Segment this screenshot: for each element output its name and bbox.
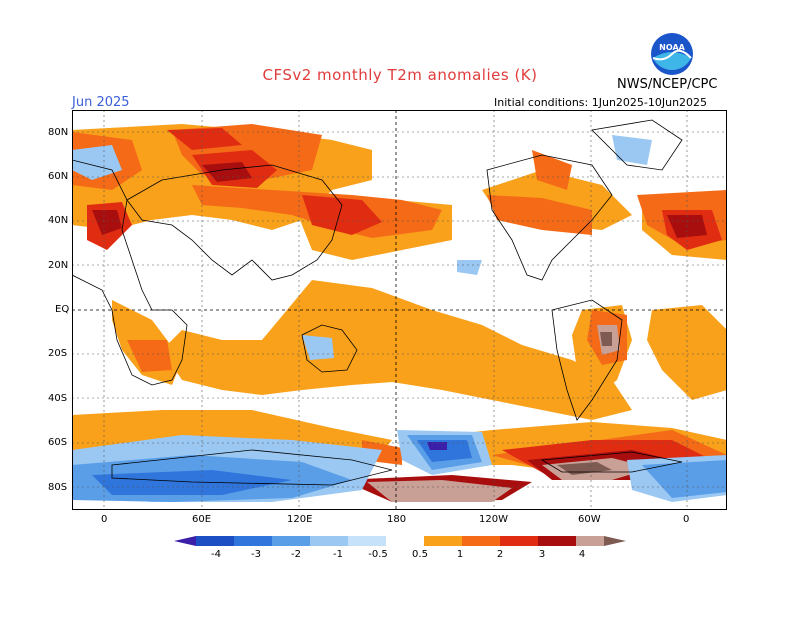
lat-label: 60N (48, 171, 69, 182)
legend-swatch (576, 536, 604, 546)
lon-label: 0 (683, 514, 690, 525)
legend-label: 3 (539, 549, 545, 560)
legend-label: -1 (333, 549, 343, 560)
legend-swatch (196, 536, 234, 546)
lon-label: 60E (192, 514, 212, 525)
lat-label: 40S (48, 393, 68, 404)
anomaly-map (71, 110, 727, 510)
lon-label: 120E (287, 514, 313, 525)
lat-label: 40N (48, 215, 69, 226)
noaa-logo: NOAA (651, 33, 693, 75)
colorbar-legend: -4 -3 -2 -1 -0.5 0.5 1 2 3 4 (174, 536, 626, 560)
noaa-logo-text: NOAA (659, 43, 685, 52)
legend-swatch (234, 536, 272, 546)
legend-swatch (538, 536, 576, 546)
forecast-month: Jun 2025 (72, 95, 130, 110)
legend-swatch (348, 536, 386, 546)
legend-label: 1 (457, 549, 463, 560)
noaa-logo-wave (653, 52, 691, 71)
lat-label: 80S (48, 482, 68, 493)
legend-swatch (500, 536, 538, 546)
legend-label: 4 (579, 549, 585, 560)
legend-swatch (386, 536, 424, 546)
legend-label: -0.5 (368, 549, 388, 560)
anomaly-cool-4 (427, 442, 447, 450)
legend-label: 0.5 (412, 549, 428, 560)
lat-label: 20S (48, 348, 68, 359)
lat-label: 60S (48, 437, 68, 448)
lon-label: 60W (578, 514, 601, 525)
legend-label: -3 (251, 549, 261, 560)
legend-label: 2 (497, 549, 503, 560)
map-frame (72, 110, 727, 510)
org-label: NWS/NCEP/CPC (617, 77, 718, 92)
legend-swatch (272, 536, 310, 546)
lon-label: 0 (101, 514, 108, 525)
legend-swatch (462, 536, 500, 546)
lat-label: 20N (48, 260, 69, 271)
legend-swatch (424, 536, 462, 546)
map-title: CFSv2 monthly T2m anomalies (K) (262, 66, 538, 84)
initial-conditions: Initial conditions: 1Jun2025-10Jun2025 (494, 96, 708, 109)
legend-label: -2 (291, 549, 301, 560)
lat-label: 80N (48, 127, 69, 138)
continent-outlines (71, 119, 683, 486)
lat-label: EQ (55, 304, 70, 315)
lon-label: 180 (387, 514, 407, 525)
map-grid-major (72, 110, 727, 510)
legend-swatch (310, 536, 348, 546)
legend-arrow-min (174, 536, 196, 546)
anomaly-map-canvas (71, 110, 727, 510)
noaa-logo-gull (652, 49, 692, 61)
legend-label: -4 (211, 549, 221, 560)
legend-arrow-max (604, 536, 626, 546)
lon-label: 120W (479, 514, 508, 525)
